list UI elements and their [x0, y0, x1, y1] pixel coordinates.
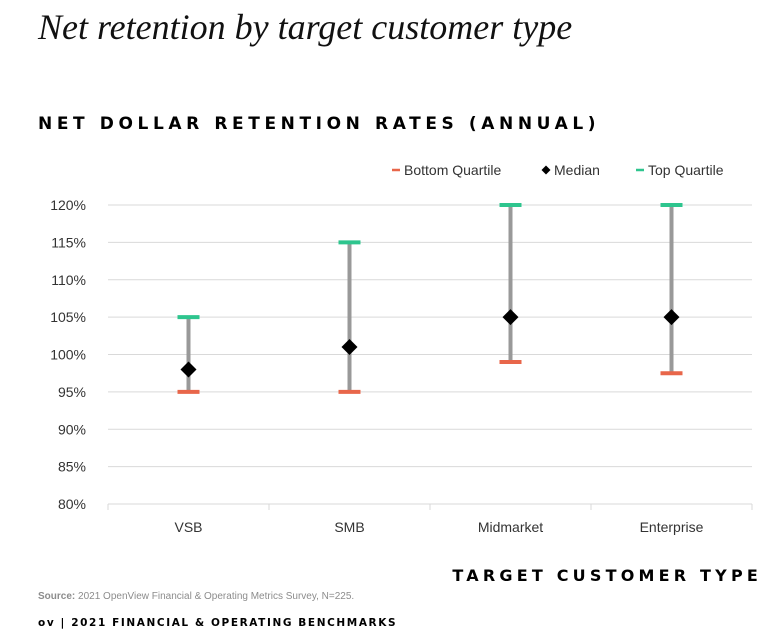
gridlines	[107, 204, 753, 510]
x-axis-title: TARGET CUSTOMER TYPE	[452, 566, 762, 585]
median-marker	[341, 339, 358, 356]
legend-marker	[541, 165, 551, 175]
y-tick-label: 110%	[51, 272, 86, 288]
source-text: 2021 OpenView Financial & Operating Metr…	[78, 591, 355, 602]
range-lines	[186, 205, 674, 392]
y-tick-label: 80%	[58, 496, 86, 512]
y-tick-label: 95%	[58, 384, 86, 400]
footer-logo: ov	[38, 617, 56, 629]
source-label: Source:	[38, 591, 76, 602]
x-tick-label: VSB	[174, 519, 202, 535]
legend-label: Median	[554, 162, 600, 178]
page-title: Net retention by target customer type	[38, 7, 573, 47]
median-marker	[663, 309, 680, 326]
x-tick-label: Midmarket	[478, 519, 543, 535]
y-tick-label: 100%	[50, 347, 86, 363]
median-markers	[180, 309, 680, 378]
footer-text: 2021 FINANCIAL & OPERATING BENCHMARKS	[71, 617, 398, 629]
x-tick-labels: VSB SMB Midmarket Enterprise	[174, 519, 703, 535]
footer-separator: |	[60, 617, 66, 629]
chart-title: NET DOLLAR RETENTION RATES (ANNUAL)	[38, 114, 601, 134]
footer: ov | 2021 FINANCIAL & OPERATING BENCHMAR…	[38, 617, 397, 629]
y-tick-labels: 120% 115% 110% 105% 100% 95% 90% 85% 80%	[50, 197, 86, 512]
y-tick-label: 85%	[58, 459, 86, 475]
source-note: Source: 2021 OpenView Financial & Operat…	[38, 591, 354, 602]
median-marker	[502, 309, 519, 326]
y-tick-label: 90%	[58, 421, 86, 437]
bottom-quartile-markers	[177, 359, 683, 394]
x-tick-label: SMB	[334, 519, 364, 535]
x-tick-label: Enterprise	[640, 519, 704, 535]
legend: Bottom Quartile Median Top Quartile	[392, 162, 724, 178]
legend-label: Bottom Quartile	[404, 162, 501, 178]
y-tick-label: 105%	[50, 309, 86, 325]
top-quartile-markers	[177, 203, 683, 320]
median-marker	[180, 361, 197, 378]
y-tick-label: 115%	[51, 234, 86, 250]
y-tick-label: 120%	[50, 197, 86, 213]
legend-label: Top Quartile	[648, 162, 724, 178]
